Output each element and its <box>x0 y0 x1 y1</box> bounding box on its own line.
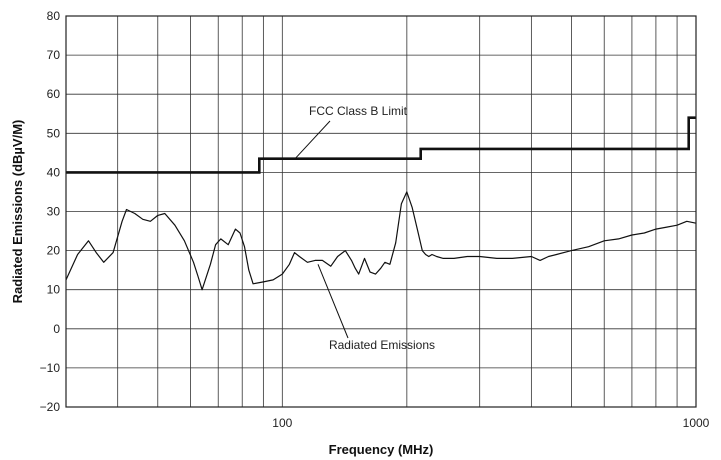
series-line-limit <box>66 116 696 174</box>
plot-frame <box>65 15 697 408</box>
x-axis-title: Frequency (MHz) <box>329 442 434 457</box>
annotation-limit: FCC Class B Limit <box>309 104 408 118</box>
y-tick-label: 40 <box>47 165 61 179</box>
y-tick-label: 50 <box>47 126 61 140</box>
y-tick-label: 0 <box>53 322 60 336</box>
x-tick-label: 1000 <box>683 416 710 430</box>
y-tick-label: 60 <box>47 87 61 101</box>
y-tick-label: 80 <box>47 9 61 23</box>
x-tick-label: 100 <box>272 416 292 430</box>
annotation-emissions: Radiated Emissions <box>329 338 435 352</box>
x-axis-ticks: 100 1000 <box>272 416 709 430</box>
y-tick-label: −10 <box>40 361 61 375</box>
y-axis-ticks: −20 −10 0 10 20 30 40 50 60 70 80 <box>40 9 61 414</box>
series-line-emissions <box>65 191 697 291</box>
annotations: FCC Class B Limit Radiated Emissions <box>295 104 435 352</box>
y-axis-title: Radiated Emissions (dBµV/M) <box>10 120 25 304</box>
leader-line-emissions <box>317 264 349 339</box>
y-tick-label: 10 <box>47 283 61 297</box>
leader-line-limit <box>295 120 331 159</box>
y-tick-label: 20 <box>47 244 61 258</box>
y-tick-label: 70 <box>47 48 61 62</box>
y-tick-label: 30 <box>47 205 61 219</box>
series-layer <box>65 116 697 291</box>
y-tick-label: −20 <box>40 400 61 414</box>
